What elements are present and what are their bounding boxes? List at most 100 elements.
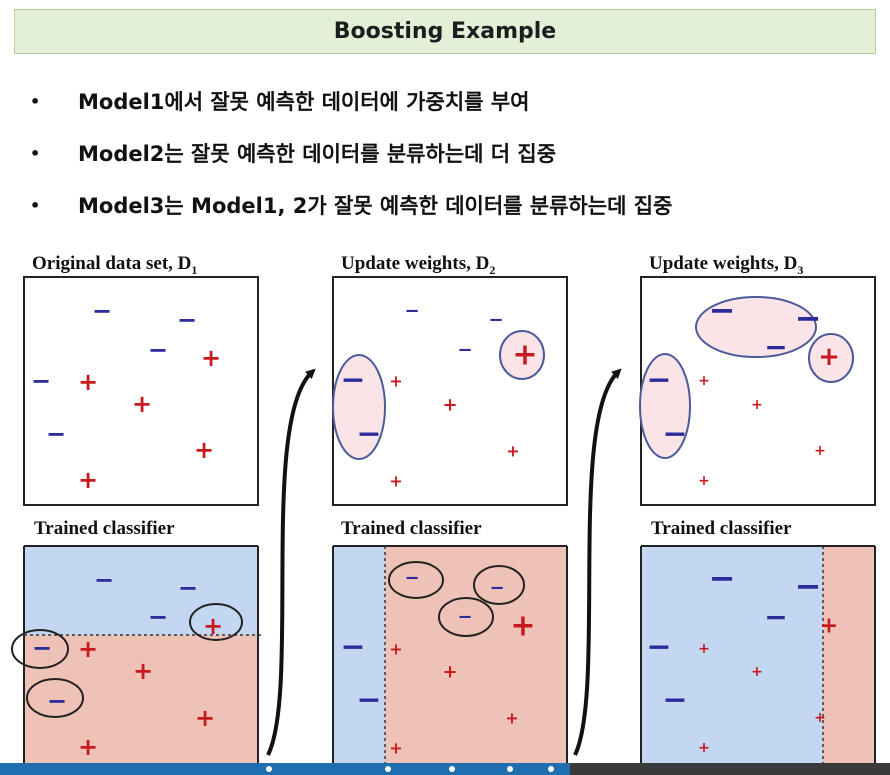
minus-point: − [404, 301, 419, 322]
minus-point: − [795, 567, 822, 605]
curved-arrow-icon [266, 368, 316, 756]
minus-point: − [32, 634, 52, 662]
plus-point: + [78, 635, 98, 663]
panel-label-d3: Update weights, D3 [649, 253, 804, 277]
plus-point: + [389, 739, 402, 758]
minus-point: − [340, 630, 365, 665]
bullet-list: • Model1에서 잘못 예측한 데이터에 가중치를 부여 • Model2는 잘… [30, 82, 672, 238]
minus-point: − [92, 297, 112, 325]
bullet-item: • Model2는 잘못 예측한 데이터를 분류하는데 더 집중 [30, 134, 672, 186]
region-negative [24, 546, 258, 635]
plus-point: + [814, 710, 826, 726]
playback-bar[interactable] [0, 763, 890, 775]
minus-point: − [709, 291, 736, 329]
minus-point: − [457, 340, 472, 361]
chapter-marker[interactable] [385, 766, 391, 772]
bullet-dot: • [30, 144, 41, 163]
weighted-point-circle [695, 296, 817, 358]
error-circle [11, 629, 69, 669]
minus-point: − [356, 683, 381, 718]
error-circle [26, 678, 84, 718]
plus-point: + [203, 612, 223, 640]
minus-point: − [662, 417, 687, 452]
chapter-marker[interactable] [507, 766, 513, 772]
region-positive [823, 546, 875, 765]
panel-original [23, 276, 259, 506]
slide-title: Boosting Example [14, 9, 876, 54]
minus-point: − [795, 299, 822, 337]
plus-point: + [698, 473, 710, 489]
minus-point: − [148, 603, 168, 631]
plus-point: + [818, 342, 840, 372]
plus-point: + [512, 338, 537, 373]
minus-point: − [178, 574, 198, 602]
minus-point: − [646, 363, 671, 398]
plus-point: + [133, 657, 153, 685]
minus-point: − [148, 336, 168, 364]
minus-point: − [764, 331, 787, 364]
playback-progress [0, 763, 570, 775]
plus-point: + [201, 344, 221, 372]
weighted-point-circle [332, 354, 386, 460]
bullet-text: Model2는 잘못 예측한 데이터를 분류하는데 더 집중 [78, 142, 557, 166]
chapter-marker[interactable] [266, 766, 272, 772]
panel-label-d2: Update weights, D2 [341, 253, 496, 277]
error-circle [189, 603, 243, 641]
bullet-item: • Model3는 Model1, 2가 잘못 예측한 데이터를 분류하는데 집중 [30, 186, 672, 238]
weighted-point-circle [499, 330, 545, 380]
minus-point: − [457, 607, 472, 628]
plus-point: + [506, 442, 519, 461]
plus-point: + [814, 443, 826, 459]
error-circle [438, 597, 494, 637]
minus-point: − [31, 367, 51, 395]
plus-point: + [389, 640, 402, 659]
weighted-point-circle [639, 353, 691, 459]
region-negative [333, 546, 385, 765]
classifier-label-1: Trained classifier [34, 518, 175, 539]
plus-point: + [389, 472, 402, 491]
minus-point: − [356, 417, 381, 452]
panel-label-original: Original data set, D1 [32, 253, 198, 277]
plus-point: + [751, 397, 763, 413]
minus-point: − [646, 630, 671, 665]
bullet-text: Model1에서 잘못 예측한 데이터에 가중치를 부여 [78, 90, 530, 114]
bullet-dot: • [30, 196, 41, 215]
plus-point: + [820, 614, 838, 639]
region-negative [641, 546, 823, 765]
panel-d2 [332, 276, 568, 506]
plus-point: + [195, 704, 215, 732]
minus-point: − [94, 566, 114, 594]
region-positive [385, 546, 567, 765]
curved-arrow-icon [573, 368, 622, 756]
error-circle [473, 565, 525, 605]
plus-point: + [78, 368, 98, 396]
minus-point: − [709, 559, 736, 597]
plus-point: + [698, 373, 710, 389]
minus-point: − [340, 363, 365, 398]
minus-point: − [489, 578, 504, 599]
minus-point: − [177, 306, 197, 334]
plus-point: + [132, 390, 152, 418]
plus-point: + [751, 664, 763, 680]
classifier-label-2: Trained classifier [341, 518, 482, 539]
minus-point: − [488, 310, 503, 331]
bullet-item: • Model1에서 잘못 예측한 데이터에 가중치를 부여 [30, 82, 672, 134]
plus-point: + [389, 372, 402, 391]
plus-point: + [78, 733, 98, 761]
region-positive [24, 635, 258, 765]
plus-point: + [78, 466, 98, 494]
chapter-marker[interactable] [548, 766, 554, 772]
minus-point: − [404, 568, 419, 589]
chapter-marker[interactable] [449, 766, 455, 772]
minus-point: − [47, 687, 67, 715]
plus-point: + [510, 609, 535, 644]
error-circle [388, 561, 444, 599]
minus-point: − [764, 601, 787, 634]
plus-point: + [442, 662, 457, 683]
weighted-point-circle [808, 333, 854, 383]
plus-point: + [698, 641, 710, 657]
plus-point: + [698, 740, 710, 756]
classifier-label-3: Trained classifier [651, 518, 792, 539]
plus-point: + [442, 395, 457, 416]
